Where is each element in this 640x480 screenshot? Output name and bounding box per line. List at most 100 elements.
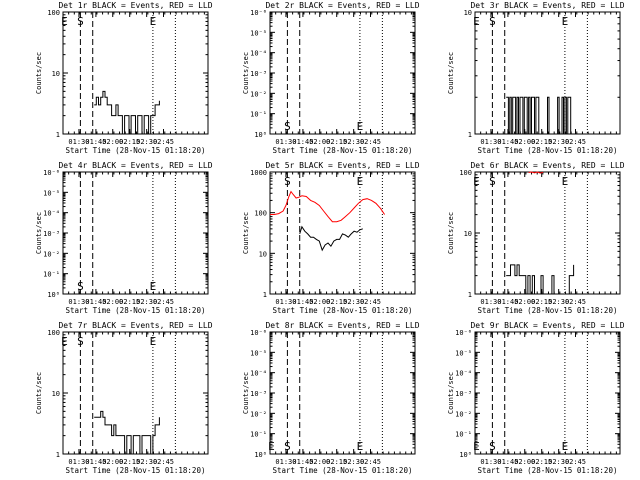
y-tick-label: 10 [52, 70, 60, 78]
x-tick-label: 01:30 [480, 298, 501, 306]
y-tick-label: 10⁻⁶ [250, 329, 267, 337]
y-axis-label: Counts/sec [35, 372, 43, 414]
x-tick-label: 02:45 [360, 298, 381, 306]
panel-title: Det 8r BLACK = Events, RED = LLD [265, 321, 419, 330]
x-tick-label: 01:45 [85, 298, 106, 306]
y-tick-label: 10⁻³ [250, 70, 267, 78]
x-tick-label: 02:15 [119, 298, 140, 306]
y-axis-label: Counts/sec [35, 212, 43, 254]
panel-det-6: Det 6r BLACK = Events, RED = LLD 1 10 100 01… [447, 161, 625, 315]
x-tick-label: 01:30 [68, 298, 89, 306]
x-tick-label: 01:45 [497, 298, 518, 306]
y-tick-label: 100 [47, 329, 60, 337]
marker-s: S [77, 15, 84, 28]
x-tick-label: 02:00 [102, 138, 123, 146]
series-line-lld [270, 190, 386, 223]
y-tick-label: 10⁻⁴ [250, 50, 267, 58]
x-tick-label: 02:00 [514, 298, 535, 306]
x-tick-label: 02:45 [565, 458, 586, 466]
y-tick-label: 10⁰ [254, 131, 267, 139]
series-line-events [94, 90, 160, 135]
x-axis-label: Start Time (28-Nov-15 01:18:20) [273, 306, 413, 315]
x-tick-label: 01:30 [68, 138, 89, 146]
plot-frame [269, 171, 416, 295]
y-tick-label: 10 [464, 230, 472, 238]
y-tick-label: 10 [259, 250, 267, 258]
y-tick-label: 10⁻² [43, 250, 60, 258]
panel-title: Det 9r BLACK = Events, RED = LLD [470, 321, 624, 330]
marker-e: E [562, 15, 569, 28]
marker-s: S [284, 440, 291, 453]
x-tick-label: 01:45 [292, 458, 313, 466]
x-tick-label: 02:00 [102, 458, 123, 466]
y-tick-label: 10⁻⁶ [43, 169, 60, 177]
x-tick-label: 01:30 [480, 138, 501, 146]
marker-s: S [284, 120, 291, 133]
y-tick-label: 10⁻² [455, 410, 472, 418]
panel-title: Det 2r BLACK = Events, RED = LLD [265, 1, 419, 10]
x-tick-label: 02:45 [565, 138, 586, 146]
x-tick-label: 02:15 [119, 138, 140, 146]
x-axis-label: Start Time (28-Nov-15 01:18:20) [273, 466, 413, 475]
y-tick-label: 1000 [250, 169, 267, 177]
y-tick-label: 10⁻⁵ [43, 189, 60, 197]
y-tick-label: 100 [254, 210, 267, 218]
panel-det-5: Det 5r BLACK = Events, RED = LLD 1 10 100 10… [242, 161, 420, 315]
marker-e: E [562, 175, 569, 188]
panel-title: Det 1r BLACK = Events, RED = LLD [58, 1, 212, 10]
marker-s: S [77, 280, 84, 293]
panel-det-2: Det 2r BLACK = Events, RED = LLD 10⁰ 10⁻¹ 1… [242, 1, 420, 155]
x-tick-label: 01:30 [480, 458, 501, 466]
marker-s: S [284, 175, 291, 188]
plot-frame [474, 171, 621, 295]
y-tick-label: 10⁻³ [43, 230, 60, 238]
x-tick-label: 01:45 [497, 458, 518, 466]
marker-e: E [473, 175, 480, 188]
y-tick-label: 10⁻⁵ [455, 349, 472, 357]
x-tick-label: 02:30 [548, 138, 569, 146]
x-tick-label: 02:15 [326, 138, 347, 146]
y-axis-label: Counts/sec [242, 52, 250, 94]
marker-e: E [357, 440, 364, 453]
y-tick-label: 10⁻⁵ [250, 349, 267, 357]
y-tick-label: 100 [459, 169, 472, 177]
y-axis-label: Counts/sec [35, 52, 43, 94]
y-tick-label: 10⁻¹ [250, 431, 267, 439]
x-tick-label: 02:45 [153, 138, 174, 146]
marker-s: S [77, 335, 84, 348]
x-tick-label: 02:45 [153, 298, 174, 306]
x-tick-label: 01:45 [292, 138, 313, 146]
x-tick-label: 02:15 [531, 458, 552, 466]
series-line-events [94, 410, 160, 455]
y-axis-label: Counts/sec [242, 212, 250, 254]
x-tick-label: 02:00 [309, 298, 330, 306]
x-tick-label: 02:30 [136, 458, 157, 466]
x-axis-label: Start Time (28-Nov-15 01:18:20) [66, 146, 206, 155]
marker-e: E [562, 440, 569, 453]
x-tick-label: 02:00 [514, 138, 535, 146]
panel-det-1: Det 1r BLACK = Events, RED = LLD 1 10 100 01… [35, 1, 213, 155]
panel-det-8: Det 8r BLACK = Events, RED = LLD 10⁰ 10⁻¹ 1… [242, 321, 420, 475]
y-tick-label: 1 [263, 291, 267, 299]
x-tick-label: 02:30 [136, 298, 157, 306]
x-tick-label: 02:15 [326, 458, 347, 466]
x-tick-label: 02:30 [343, 138, 364, 146]
series-line-lld [528, 171, 544, 174]
y-axis-label: Counts/sec [447, 212, 455, 254]
y-tick-label: 10⁻³ [250, 390, 267, 398]
x-axis-label: Start Time (28-Nov-15 01:18:20) [66, 466, 206, 475]
y-tick-label: 10⁻² [250, 410, 267, 418]
x-tick-label: 02:30 [343, 458, 364, 466]
y-tick-label: 10 [464, 9, 472, 17]
x-axis-label: Start Time (28-Nov-15 01:18:20) [273, 146, 413, 155]
x-tick-label: 01:30 [275, 298, 296, 306]
x-tick-label: 02:45 [360, 458, 381, 466]
panel-title: Det 5r BLACK = Events, RED = LLD [265, 161, 419, 170]
y-tick-label: 10⁻³ [455, 390, 472, 398]
x-tick-label: 02:15 [531, 138, 552, 146]
series-line-events [299, 225, 363, 252]
x-tick-label: 02:00 [309, 138, 330, 146]
y-tick-label: 10⁻¹ [43, 271, 60, 279]
x-tick-label: 01:45 [85, 458, 106, 466]
